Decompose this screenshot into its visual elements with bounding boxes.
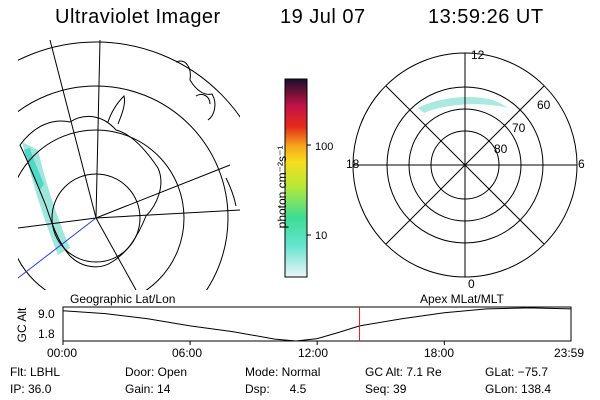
- colorbar-tick: 100: [315, 141, 334, 153]
- geo-meridian: [95, 40, 101, 219]
- status-gain: Gain: 14: [125, 382, 171, 396]
- y-axis-label: GC Alt: [15, 307, 29, 343]
- geo-meridian: [95, 217, 137, 290]
- mlat-label: 70: [512, 121, 526, 135]
- geo-meridian: [95, 209, 240, 219]
- geographic-map-caption: Geographic Lat/Lon: [70, 292, 176, 306]
- y-tick-label: 1.8: [38, 327, 55, 341]
- geo-lat-circle: [18, 85, 229, 290]
- geo-lat-circle: [51, 173, 141, 263]
- mlt-label-dusk: 18: [346, 157, 360, 171]
- status-mode: Mode: Normal: [245, 365, 321, 379]
- x-tick-label: 06:00: [172, 346, 203, 360]
- status-glon: GLon: 138.4: [485, 382, 552, 396]
- coastline-peninsula: [107, 95, 125, 125]
- coastline-tasmania: [195, 93, 211, 105]
- geo-lat-circle: [18, 129, 185, 290]
- coastline-australia: [175, 60, 216, 121]
- mlt-label-noon: 12: [471, 48, 485, 62]
- intensity-colorbar: [284, 78, 311, 278]
- status-door: Door: Open: [125, 365, 188, 379]
- magnetic-polar-plot: [352, 52, 578, 278]
- coastline-antarctica: [19, 115, 162, 268]
- geographic-map: [18, 40, 240, 290]
- status-seq: Seq: 39: [365, 382, 407, 396]
- chart-frame: [62, 306, 572, 342]
- x-tick-label: 12:00: [298, 346, 329, 360]
- coastline-new-zealand: [225, 177, 237, 207]
- status-ip: IP: 36.0: [10, 382, 52, 396]
- status-dsp: Dsp: 4.5: [245, 382, 307, 396]
- x-tick-label: 00:00: [47, 346, 78, 360]
- geo-meridian: [49, 40, 97, 219]
- geo-meridian: [18, 217, 97, 229]
- geo-lat-circle: [18, 41, 240, 118]
- x-tick-label: 23:59: [554, 346, 585, 360]
- mlt-label-dawn: 6: [578, 157, 585, 171]
- terminator-line: [18, 217, 97, 279]
- status-filter: Flt: LBHL: [10, 365, 61, 379]
- instrument-title: Ultraviolet Imager: [55, 6, 221, 28]
- observation-date: 19 Jul 07: [280, 6, 366, 28]
- status-glat: GLat: −75.7: [485, 365, 549, 379]
- altitude-series-line: [62, 307, 572, 342]
- observation-time: 13:59:26 UT: [428, 6, 544, 28]
- mlt-meridian: [385, 85, 545, 245]
- x-tick-label: 18:00: [424, 346, 455, 360]
- geo-meridian: [95, 164, 231, 219]
- aurora-oval: [418, 96, 508, 113]
- altitude-timeline-chart: [62, 306, 572, 345]
- mlat-label: 80: [494, 142, 508, 156]
- colorbar-tick: 10: [315, 230, 328, 242]
- mlt-label-midnight: 0: [468, 277, 475, 291]
- colorbar-unit: photon cm⁻²s⁻¹: [275, 145, 289, 229]
- y-tick-label: 9.0: [38, 307, 55, 321]
- aurora-emission-core: [24, 148, 44, 190]
- magnetic-plot-caption: Apex MLat/MLT: [420, 292, 504, 306]
- mlat-label: 60: [537, 98, 551, 112]
- status-gc-alt: GC Alt: 7.1 Re: [365, 365, 442, 379]
